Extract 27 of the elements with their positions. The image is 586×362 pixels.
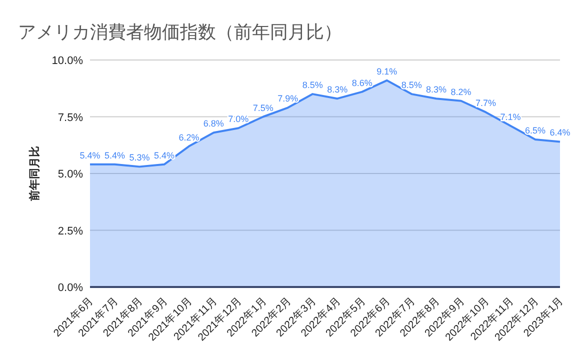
- data-label: 6.2%: [178, 132, 200, 142]
- data-label: 8.6%: [352, 78, 372, 88]
- y-tick-label: 10.0%: [52, 55, 84, 67]
- y-tick-label: 0.0%: [58, 282, 84, 294]
- data-label: 8.3%: [327, 84, 348, 95]
- data-label: 7.5%: [252, 102, 274, 113]
- data-label: 6.5%: [525, 125, 546, 136]
- data-label: 8.5%: [302, 80, 323, 90]
- data-label: 7.7%: [476, 98, 496, 108]
- y-tick-label: 5.0%: [58, 168, 84, 180]
- data-label: 7.9%: [278, 94, 298, 104]
- data-label: 7.0%: [228, 114, 249, 124]
- data-label: 5.4%: [80, 150, 100, 160]
- data-label: 5.3%: [129, 152, 150, 163]
- y-tick-label: 2.5%: [58, 225, 84, 238]
- data-label: 8.3%: [426, 84, 447, 95]
- y-axis-title: 前年同月比: [28, 146, 41, 202]
- data-label: 6.8%: [203, 118, 224, 129]
- data-label: 8.2%: [450, 86, 472, 97]
- y-tick-label: 7.5%: [58, 112, 84, 124]
- data-label: 5.4%: [104, 150, 125, 160]
- chart-title: アメリカ消費者物価指数（前年同月比）: [18, 22, 342, 42]
- data-label: 8.5%: [401, 80, 422, 90]
- data-label: 7.1%: [500, 112, 521, 122]
- data-label: 5.4%: [154, 150, 174, 160]
- data-label: 6.4%: [550, 128, 570, 138]
- data-label: 9.1%: [376, 66, 398, 76]
